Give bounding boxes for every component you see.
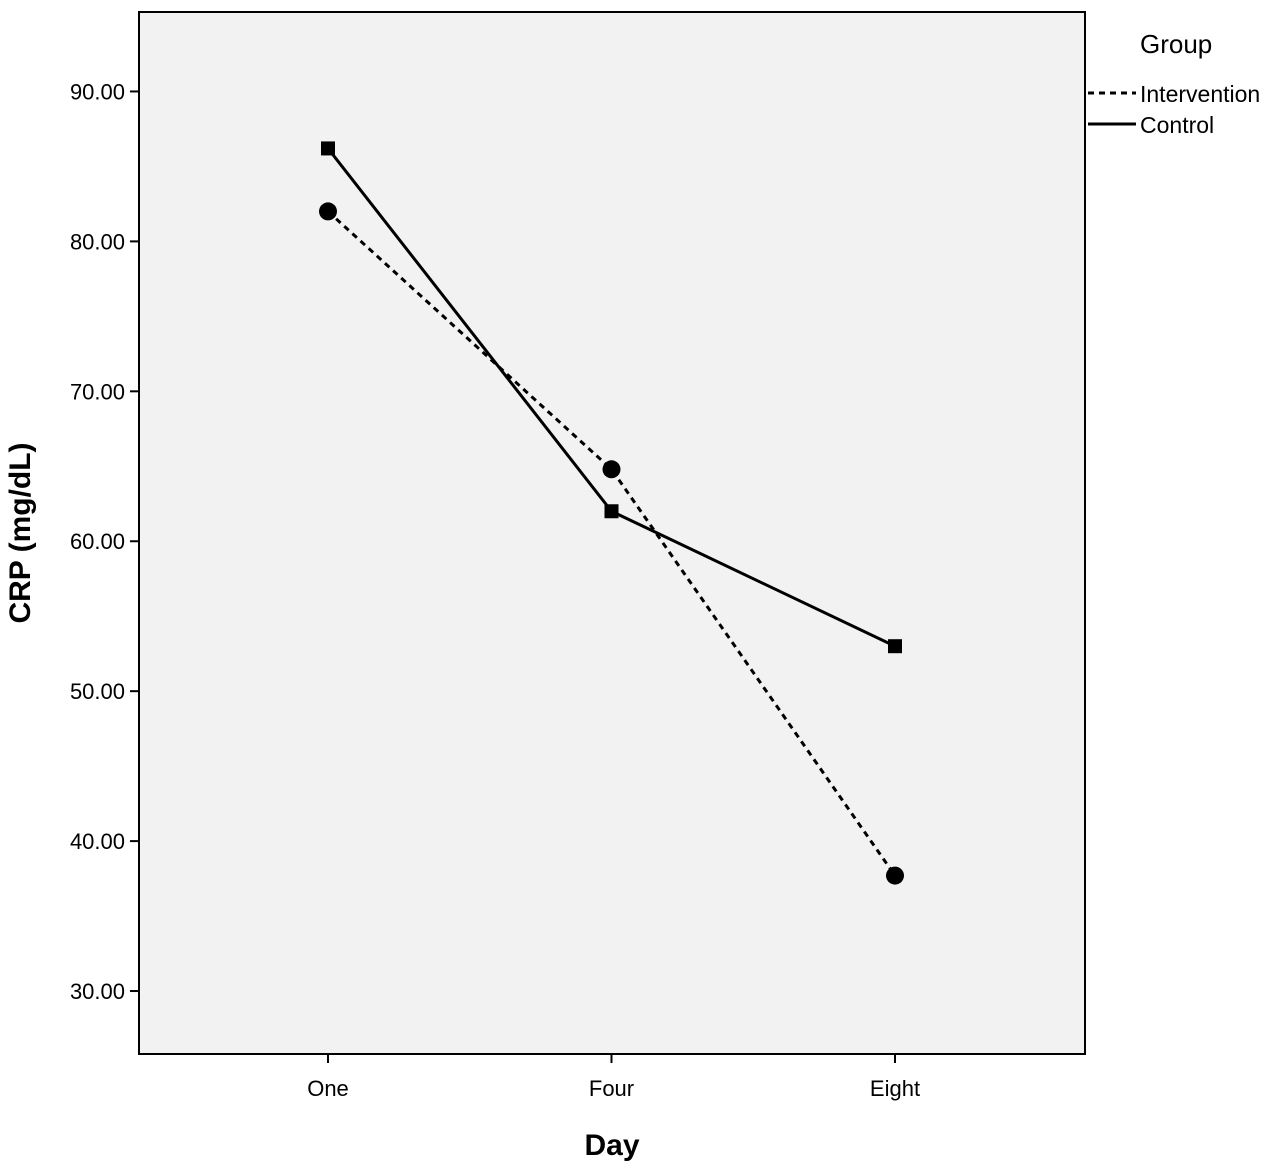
y-tick-label: 50.00 [70, 679, 125, 704]
data-point-control [888, 639, 902, 654]
data-point-control [604, 504, 619, 519]
legend: Group Intervention Control [1088, 29, 1260, 138]
y-axis-title: CRP (mg/dL) [4, 442, 37, 623]
data-point-intervention [319, 202, 337, 221]
y-tick-label: 60.00 [70, 529, 125, 554]
x-tick-label: Four [589, 1076, 634, 1101]
x-axis: One Four Eight [307, 1054, 920, 1101]
y-tick-label: 90.00 [70, 79, 125, 104]
y-tick-label: 40.00 [70, 829, 125, 854]
series-layer [319, 141, 904, 885]
data-point-intervention [602, 460, 621, 479]
y-tick-label: 80.00 [70, 229, 125, 254]
legend-label-intervention: Intervention [1140, 81, 1260, 107]
plot-area [138, 11, 1086, 1055]
x-tick-label: One [307, 1076, 349, 1101]
legend-label-control: Control [1140, 112, 1214, 138]
data-point-intervention [886, 866, 904, 885]
data-point-control [321, 141, 335, 156]
y-axis: 30.00 40.00 50.00 60.00 70.00 80.00 90.00 [70, 79, 139, 1004]
legend-title: Group [1140, 29, 1212, 59]
y-tick-label: 70.00 [70, 379, 125, 404]
x-tick-label: Eight [870, 1076, 920, 1101]
y-tick-label: 30.00 [70, 979, 125, 1004]
x-axis-title: Day [584, 1129, 639, 1162]
